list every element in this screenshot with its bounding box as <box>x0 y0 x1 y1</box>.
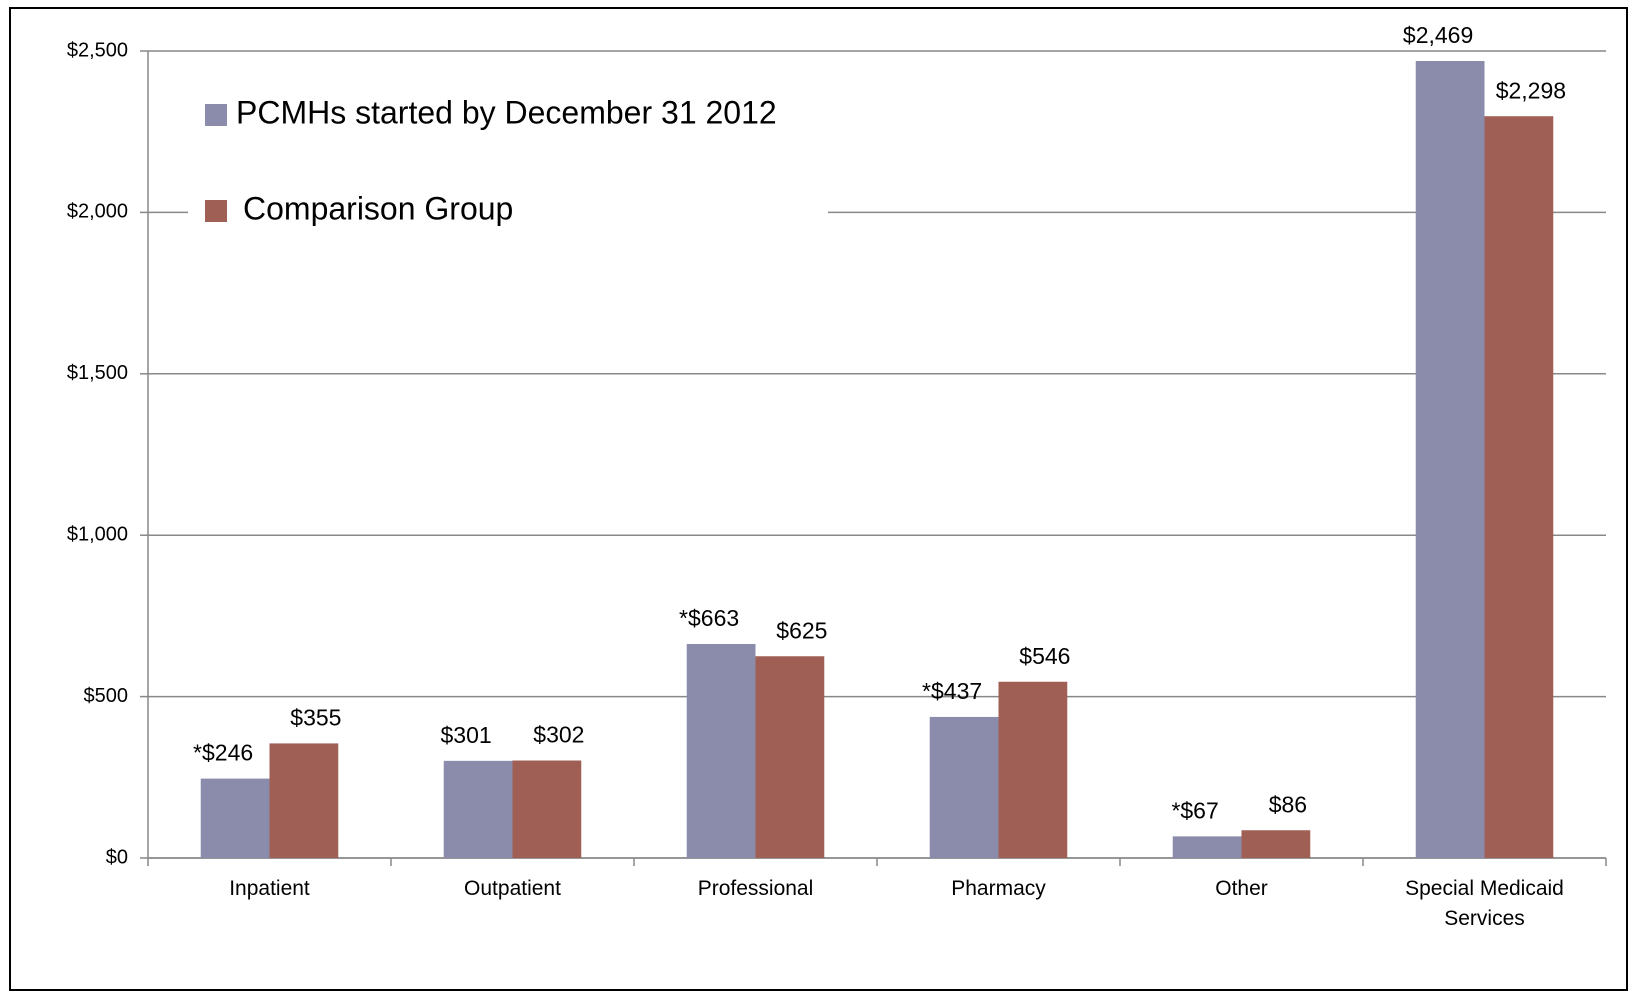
data-label: $2,298 <box>1496 77 1566 103</box>
y-tick-label: $500 <box>84 685 129 707</box>
data-label: $301 <box>441 722 492 748</box>
legend-label: Comparison Group <box>243 190 513 226</box>
bar <box>998 681 1068 858</box>
legend-swatch <box>205 104 227 126</box>
x-tick-label: Pharmacy <box>951 877 1046 900</box>
y-tick-label: $1,000 <box>67 523 128 545</box>
bar <box>269 743 339 858</box>
y-tick-label: $2,000 <box>67 201 128 223</box>
data-label: $546 <box>1019 643 1070 669</box>
data-label: *$246 <box>193 740 253 766</box>
y-tick-label: $1,500 <box>67 362 128 384</box>
y-tick-label: $0 <box>106 846 128 868</box>
bar <box>1241 830 1311 858</box>
x-tick-label: Other <box>1215 877 1268 900</box>
data-label: $2,469 <box>1403 22 1473 48</box>
x-tick-label: Inpatient <box>229 877 310 900</box>
x-tick-label: Professional <box>697 877 814 900</box>
bar <box>1484 116 1554 859</box>
bar <box>200 778 270 858</box>
bar <box>755 656 825 858</box>
data-label: *$663 <box>679 605 739 631</box>
data-label: $86 <box>1269 791 1307 817</box>
bar <box>929 716 999 858</box>
x-tick-label: Outpatient <box>464 877 561 900</box>
bar <box>1415 61 1485 859</box>
legend-label: PCMHs started by December 31 2012 <box>236 94 777 130</box>
x-tick-label: Special Medicaid Services <box>1405 877 1564 930</box>
bar <box>512 760 582 858</box>
data-label: *$437 <box>922 678 982 704</box>
bar <box>686 643 756 858</box>
legend-swatch <box>205 200 227 222</box>
bar <box>443 760 513 858</box>
legend-background <box>188 72 828 242</box>
data-label: $355 <box>290 704 341 730</box>
bar <box>1172 836 1242 858</box>
data-label: *$67 <box>1171 797 1218 823</box>
data-label: $302 <box>533 722 584 748</box>
y-tick-label: $2,500 <box>67 39 128 61</box>
data-label: $625 <box>776 617 827 643</box>
